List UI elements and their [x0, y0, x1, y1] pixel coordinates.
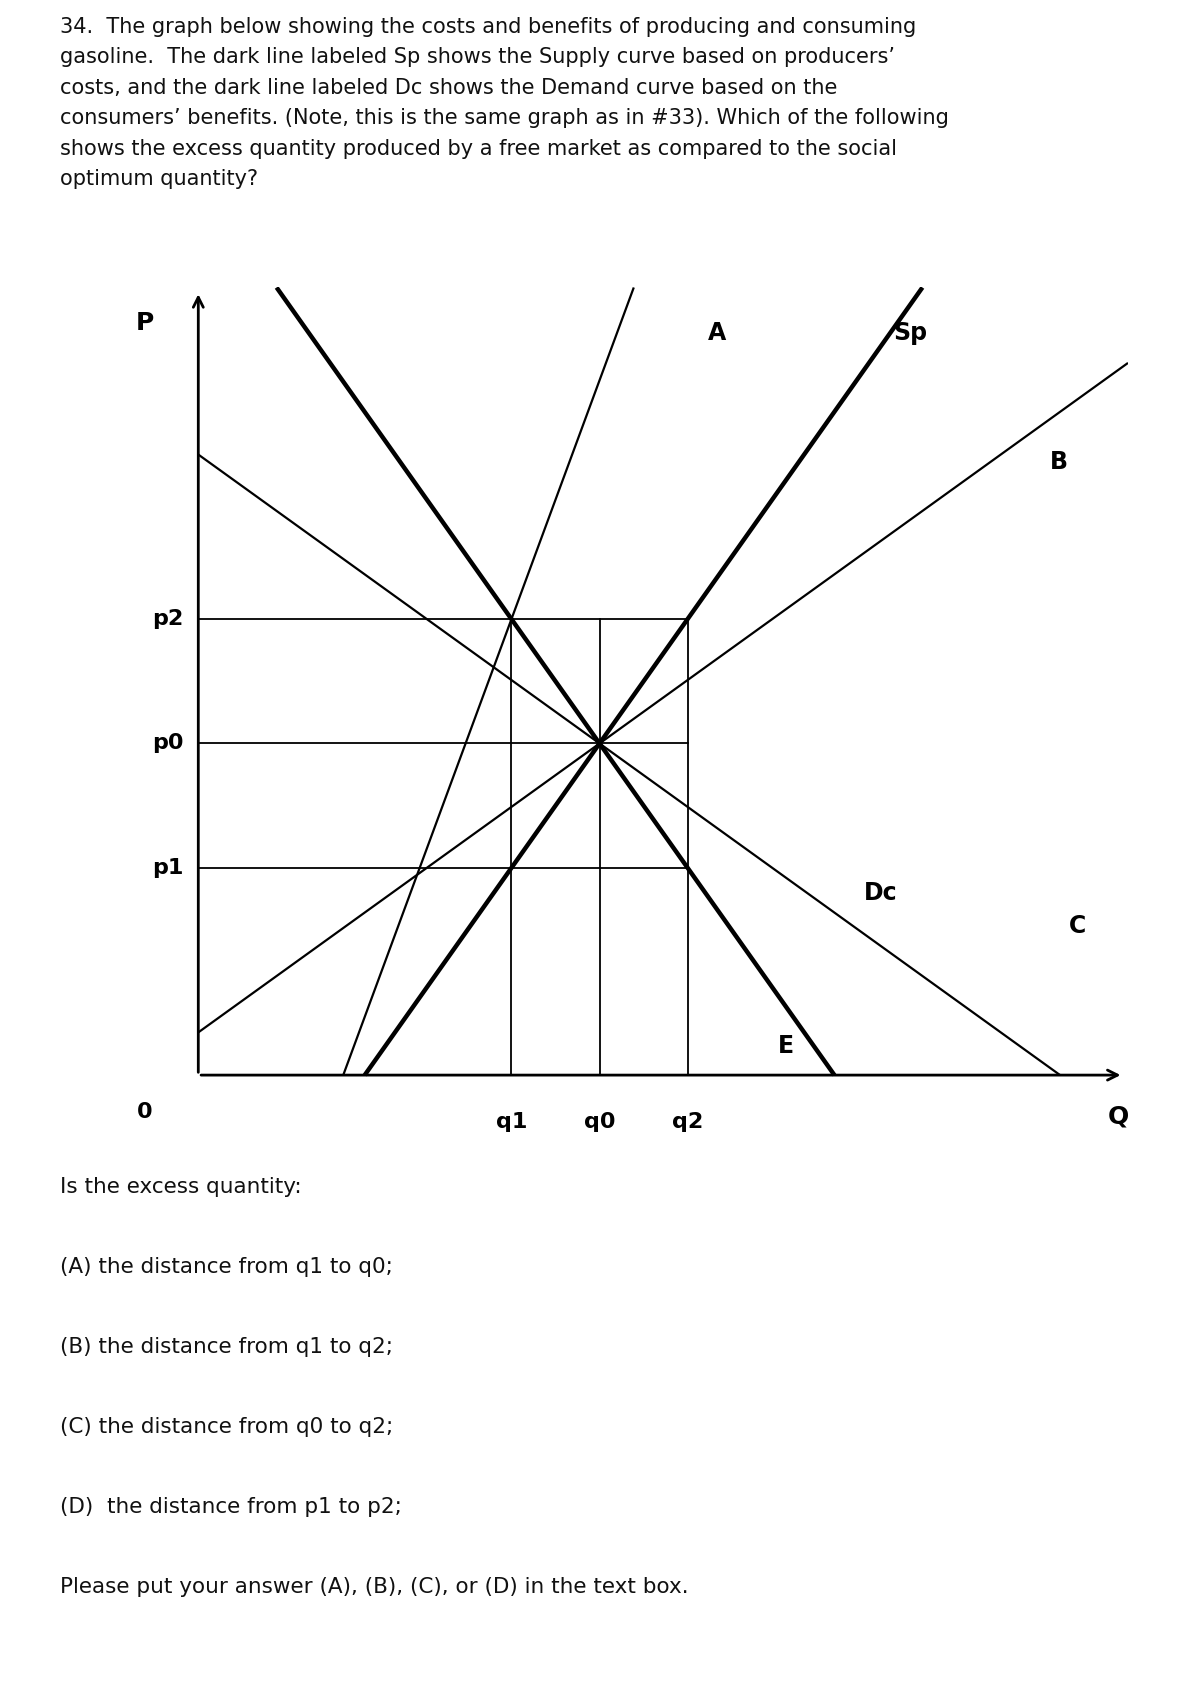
Text: (C) the distance from q0 to q2;: (C) the distance from q0 to q2; — [60, 1417, 394, 1437]
Text: Dc: Dc — [864, 881, 898, 905]
Text: (B) the distance from q1 to q2;: (B) the distance from q1 to q2; — [60, 1338, 394, 1356]
Text: (D)  the distance from p1 to p2;: (D) the distance from p1 to p2; — [60, 1497, 402, 1517]
Text: A: A — [708, 321, 726, 345]
Text: q1: q1 — [496, 1113, 527, 1133]
Text: Is the excess quantity:: Is the excess quantity: — [60, 1177, 301, 1197]
Text: p0: p0 — [152, 734, 184, 754]
Text: Q: Q — [1108, 1104, 1129, 1128]
Text: q0: q0 — [583, 1113, 616, 1133]
Text: q2: q2 — [672, 1113, 703, 1133]
Text: (A) the distance from q1 to q0;: (A) the distance from q1 to q0; — [60, 1256, 392, 1277]
Text: E: E — [778, 1035, 793, 1059]
Text: B: B — [1050, 450, 1068, 473]
Text: Please put your answer (A), (B), (C), or (D) in the text box.: Please put your answer (A), (B), (C), or… — [60, 1576, 689, 1596]
Text: 34.  The graph below showing the costs and benefits of producing and consuming
g: 34. The graph below showing the costs an… — [60, 17, 949, 189]
Text: C: C — [1069, 913, 1086, 939]
Text: p1: p1 — [152, 857, 184, 878]
Text: P: P — [136, 311, 154, 335]
Text: Sp: Sp — [893, 321, 928, 345]
Text: p2: p2 — [152, 609, 184, 629]
Text: 0: 0 — [137, 1103, 152, 1123]
